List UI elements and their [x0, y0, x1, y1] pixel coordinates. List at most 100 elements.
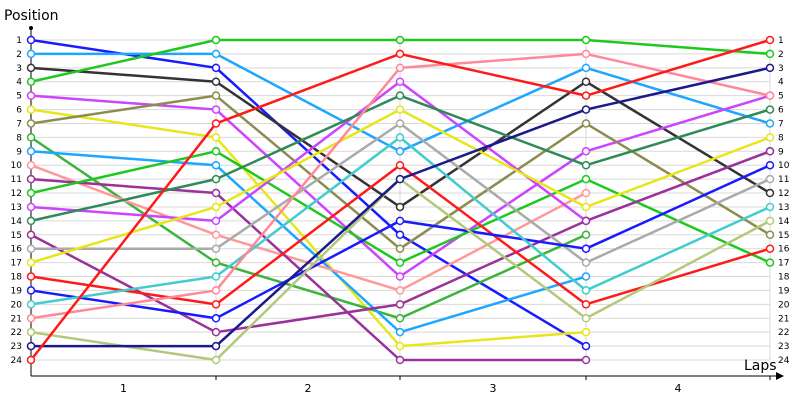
y-tick-label-left: 8 [16, 133, 22, 143]
series-point [581, 341, 591, 351]
series-point [211, 314, 221, 323]
series-point [395, 230, 405, 240]
series-point [26, 91, 36, 100]
y-tick-label-left: 9 [16, 147, 22, 157]
series-point [211, 202, 221, 212]
series-point [765, 119, 775, 128]
series-point [765, 258, 775, 267]
y-tick-label-right: 20 [778, 300, 790, 310]
series-point [765, 35, 775, 45]
series-point [26, 119, 36, 128]
y-tick-label-right: 2 [778, 50, 784, 60]
y-tick-label-left: 2 [16, 50, 22, 60]
series-point [581, 35, 591, 45]
series-point [26, 341, 36, 351]
series-point [581, 49, 591, 59]
series-point [26, 244, 36, 253]
y-tick-label-right: 9 [778, 147, 784, 157]
y-tick-label-left: 24 [11, 356, 23, 366]
series-point [211, 119, 221, 128]
axes: Position Laps [4, 8, 784, 380]
series-line-11 [30, 177, 586, 362]
series-point [395, 300, 405, 309]
y-tick-label-right: 23 [778, 342, 789, 352]
series-point [211, 174, 221, 184]
series-point [765, 49, 775, 59]
y-axis-title: Position [4, 8, 59, 24]
series-point [581, 244, 591, 253]
series-point [26, 147, 36, 156]
series-point [765, 105, 775, 114]
y-tick-label-left: 7 [16, 119, 22, 129]
y-tick-label-left: 16 [11, 245, 23, 255]
series-point [765, 174, 775, 184]
series-line-6 [30, 108, 587, 348]
series-point [581, 119, 591, 128]
series-point [26, 63, 36, 73]
series-point [211, 133, 221, 142]
y-tick-label-right: 6 [778, 106, 784, 116]
y-tick-label-left: 6 [16, 106, 22, 116]
y-tick-label-right: 21 [778, 314, 789, 324]
series-point [395, 147, 405, 156]
series-point [581, 258, 591, 267]
x-tick-label: 4 [675, 382, 682, 395]
series-point [211, 63, 221, 73]
series-point [581, 327, 591, 337]
series-point [26, 286, 36, 295]
series-point [211, 230, 221, 240]
y-tick-label-right: 17 [778, 259, 789, 269]
series-point [395, 133, 405, 142]
y-tick-label-left: 11 [11, 175, 22, 185]
y-tick-label-right: 4 [778, 78, 784, 88]
y-tick-label-right: 24 [778, 356, 790, 366]
y-tick-label-left: 14 [11, 217, 23, 227]
y-tick-label-right: 14 [778, 217, 790, 227]
series-point [26, 49, 36, 59]
grid [31, 39, 771, 361]
series-point [765, 230, 775, 240]
y-tick-label-left: 17 [11, 259, 22, 269]
series-point [26, 216, 36, 226]
series-point [395, 286, 405, 295]
series-point [26, 272, 36, 281]
series-point [26, 188, 36, 198]
series-point [765, 216, 775, 226]
series-point [211, 147, 221, 156]
x-tick-label: 1 [120, 382, 127, 395]
series-point [581, 105, 591, 114]
y-tick-label-right: 1 [778, 36, 784, 46]
series-point [26, 230, 36, 240]
series-point [26, 327, 36, 337]
series-point [26, 174, 36, 184]
series-point [765, 188, 775, 198]
series-point [765, 244, 775, 253]
series-markers [26, 35, 775, 365]
series-point [26, 300, 36, 309]
y-tick-label-right: 10 [778, 161, 790, 171]
series-point [581, 202, 591, 212]
series-point [395, 314, 405, 323]
series-point [765, 202, 775, 212]
series-point [581, 77, 591, 86]
series-point [395, 160, 405, 170]
series-point [211, 91, 221, 100]
y-tick-label-left: 19 [11, 286, 23, 296]
series-point [581, 63, 591, 73]
series-point [211, 77, 221, 86]
series-point [581, 188, 591, 198]
series-point [395, 355, 405, 365]
y-tick-label-right: 11 [778, 175, 789, 185]
series-point [211, 216, 221, 226]
series-point [211, 341, 221, 351]
series-point [395, 202, 405, 212]
series-point [211, 49, 221, 59]
y-tick-label-left: 5 [16, 92, 22, 102]
y-tick-label-right: 18 [778, 273, 790, 283]
series-point [395, 105, 405, 114]
y-tick-label-left: 18 [11, 273, 23, 283]
series-point [765, 91, 775, 100]
